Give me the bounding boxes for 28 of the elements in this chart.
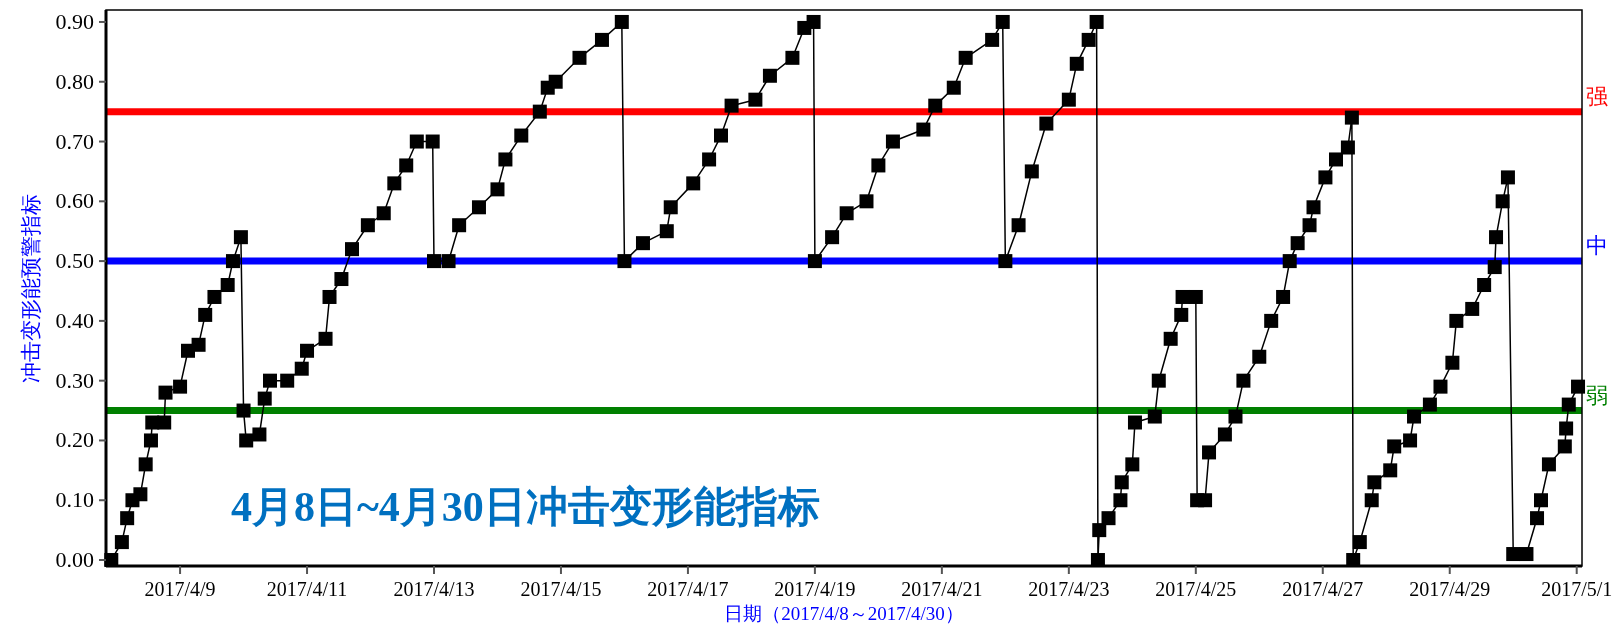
ref-line-label: 中 bbox=[1586, 233, 1608, 259]
x-tick-label: 2017/4/25 bbox=[1155, 578, 1237, 600]
x-tick-label: 2017/4/13 bbox=[393, 578, 475, 600]
x-tick-label: 2017/4/29 bbox=[1409, 578, 1491, 600]
x-tick-label: 2017/4/23 bbox=[1028, 578, 1110, 600]
x-tick-label: 2017/4/11 bbox=[266, 578, 348, 600]
y-tick-label: 0.80 bbox=[55, 68, 94, 94]
x-axis-title: 日期（2017/4/8～2017/4/30） bbox=[724, 603, 964, 624]
y-tick-label: 0.50 bbox=[55, 248, 94, 274]
ref-line-label: 弱 bbox=[1586, 382, 1608, 408]
y-tick-label: 0.90 bbox=[55, 8, 94, 34]
x-tick-label: 2017/4/27 bbox=[1282, 578, 1364, 600]
y-tick-label: 0.20 bbox=[55, 427, 94, 453]
y-axis-title: 冲击变形能预警指标 bbox=[19, 193, 43, 383]
x-tick-label: 2017/4/9 bbox=[144, 578, 216, 600]
y-tick-label: 0.60 bbox=[55, 188, 94, 214]
x-tick-label: 2017/4/15 bbox=[520, 578, 602, 600]
x-tick-label: 2017/4/19 bbox=[774, 578, 856, 600]
ref-line-label: 强 bbox=[1586, 83, 1608, 109]
y-tick-label: 0.40 bbox=[55, 307, 94, 333]
y-tick-label: 0.70 bbox=[55, 128, 94, 154]
y-tick-label: 0.30 bbox=[55, 367, 94, 393]
x-tick-label: 2017/4/21 bbox=[901, 578, 983, 600]
annotation: 4月8日~4月30日冲击变形能指标 bbox=[231, 484, 820, 530]
y-tick-label: 0.10 bbox=[55, 487, 94, 513]
y-tick-label: 0.00 bbox=[55, 547, 94, 573]
x-tick-label: 2017/5/1 bbox=[1541, 578, 1613, 600]
x-tick-label: 2017/4/17 bbox=[647, 578, 729, 600]
